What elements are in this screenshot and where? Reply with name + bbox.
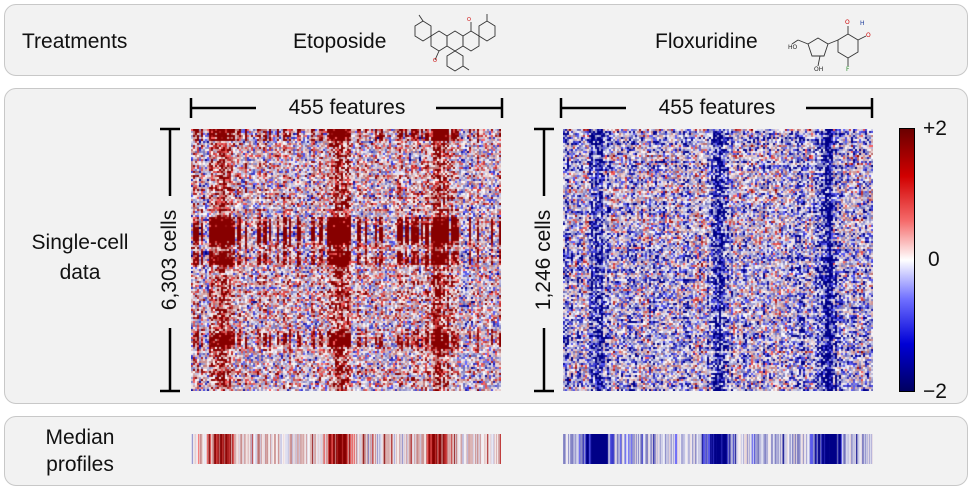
colorbar-min-label: −2 xyxy=(923,380,947,403)
colorbar-max-label: +2 xyxy=(923,117,947,140)
floxuridine-structure-icon: HO OH O O F H xyxy=(788,19,871,73)
svg-text:O: O xyxy=(467,17,471,23)
etoposide-structure-icon: OO xyxy=(414,14,496,72)
single-cell-label-line1: Single-cell xyxy=(31,231,129,254)
svg-text:O: O xyxy=(866,32,871,39)
svg-text:O: O xyxy=(845,19,850,26)
cells-bracket-2 xyxy=(534,127,554,393)
median-profile-floxuridine xyxy=(563,434,873,464)
features-label-1: 455 features xyxy=(288,96,406,119)
features-bracket-2 xyxy=(559,98,874,118)
drug-2-name: Floxuridine xyxy=(655,30,758,53)
single-cell-row-label: Single-cell data xyxy=(18,228,142,288)
svg-text:F: F xyxy=(846,66,850,73)
features-bracket-1 xyxy=(189,98,504,118)
drug-1-name: Etoposide xyxy=(293,30,387,53)
treatments-label: Treatments xyxy=(22,30,128,53)
median-label-line2: profiles xyxy=(46,453,114,476)
heatmap-etoposide xyxy=(191,129,501,391)
colorbar xyxy=(899,128,915,392)
median-row-label: Median profiles xyxy=(18,424,142,478)
cells-bracket-1 xyxy=(160,127,180,393)
median-profile-etoposide xyxy=(191,434,501,464)
colorbar-mid-label: 0 xyxy=(928,248,940,271)
svg-text:H: H xyxy=(860,20,865,27)
svg-text:O: O xyxy=(433,58,437,64)
heatmap-floxuridine xyxy=(563,129,873,391)
cells-label-1: 6,303 cells xyxy=(158,209,181,311)
median-label-line1: Median xyxy=(45,426,115,449)
svg-text:OH: OH xyxy=(814,66,823,73)
features-label-2: 455 features xyxy=(658,96,776,119)
cells-label-2: 1,246 cells xyxy=(532,209,555,311)
single-cell-label-line2: data xyxy=(59,261,101,284)
svg-text:HO: HO xyxy=(788,44,798,51)
